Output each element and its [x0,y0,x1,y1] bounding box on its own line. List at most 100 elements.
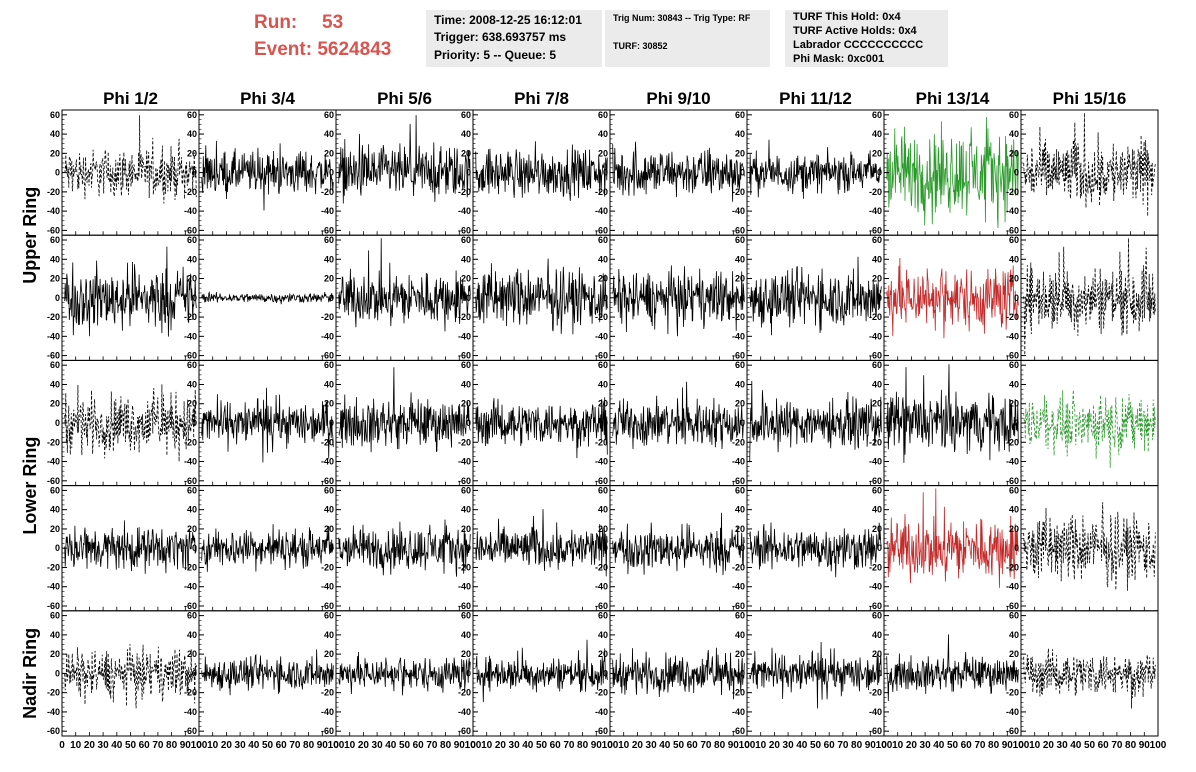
y-tick-label-r3-c4-20: 20 [461,399,471,409]
y-tick-label-r3-c8--20: -20 [1006,437,1019,447]
y-tick-label-r5-c1--40: -40 [47,707,60,717]
x-tick-label-c8-60: 60 [1098,740,1110,751]
column-header-phi-3-4: Phi 3/4 [240,89,295,108]
y-tick-label-r5-c3-20: 20 [324,649,334,659]
y-tick-label-r2-c7--20: -20 [869,312,882,322]
y-tick-label-r4-c4-40: 40 [461,505,471,515]
x-tick-label-c2-50: 50 [262,740,274,751]
y-tick-label-r2-c2--60: -60 [184,351,197,361]
x-tick-label-c5-20: 20 [632,740,644,751]
y-tick-label-r3-c2-20: 20 [187,399,197,409]
y-tick-label-r4-c7-40: 40 [872,505,882,515]
x-tick-label-c1-30: 30 [98,740,110,751]
y-tick-label-r2-c6--60: -60 [732,351,745,361]
x-tick-label-c1-10: 10 [70,740,82,751]
x-tick-label-c5-10: 10 [618,740,630,751]
y-tick-label-r4-c1-0: 0 [55,543,60,553]
y-tick-label-r5-c4-60: 60 [461,611,471,621]
y-tick-label-r4-c1-60: 60 [50,485,60,495]
y-tick-label-r5-c3--40: -40 [321,707,334,717]
y-tick-label-r1-c3-40: 40 [324,129,334,139]
x-tick-label-c7-50: 50 [947,740,959,751]
waveform-trace-r1-c2 [201,140,334,211]
y-tick-label-r2-c1-40: 40 [50,254,60,264]
y-tick-label-r4-c4--20: -20 [458,562,471,572]
run-value: 53 [322,12,344,33]
x-tick-label-c1-60: 60 [139,740,151,751]
y-tick-label-r3-c1-20: 20 [50,399,60,409]
x-tick-label-c7-90: 90 [1002,740,1014,751]
y-tick-label-r1-c5-40: 40 [598,129,608,139]
y-tick-label-r2-c3-60: 60 [324,235,334,245]
y-tick-label-r3-c6--60: -60 [732,476,745,486]
y-tick-label-r4-c2-20: 20 [187,524,197,534]
y-tick-label-r2-c3-40: 40 [324,254,334,264]
x-tick-label-c1-90: 90 [180,740,192,751]
y-tick-label-r2-c7--40: -40 [869,331,882,341]
y-tick-label-r2-c2--20: -20 [184,312,197,322]
y-tick-label-r5-c5-20: 20 [598,649,608,659]
x-tick-label-c3-30: 30 [372,740,384,751]
y-tick-label-r3-c1--20: -20 [47,437,60,447]
y-tick-label-r5-c6-40: 40 [735,630,745,640]
y-tick-label-r5-c7-20: 20 [872,649,882,659]
y-tick-label-r2-c3-0: 0 [329,293,334,303]
event-value: 5624843 [317,39,392,60]
y-tick-label-r3-c5--20: -20 [595,437,608,447]
column-header-phi-5-6: Phi 5/6 [377,89,432,108]
row-label-lower-ring: Lower Ring [20,437,40,535]
y-tick-label-r4-c4-60: 60 [461,485,471,495]
y-tick-label-r4-c3--20: -20 [321,562,334,572]
y-tick-label-r5-c6--40: -40 [732,707,745,717]
y-tick-label-r5-c7--40: -40 [869,707,882,717]
y-tick-label-r4-c4-0: 0 [466,543,471,553]
y-tick-label-r4-c6--20: -20 [732,562,745,572]
x-tick-label-c1-100: 100 [191,740,208,751]
y-tick-label-r3-c2--20: -20 [184,437,197,447]
y-tick-label-r5-c7--60: -60 [869,726,882,736]
waveform-trace-r3-c6 [749,380,882,463]
y-tick-label-r5-c1--60: -60 [47,726,60,736]
y-tick-label-r4-c6-60: 60 [735,485,745,495]
y-tick-label-r1-c2-60: 60 [187,110,197,120]
x-tick-label-c2-0: 0 [196,740,202,751]
y-tick-label-r1-c4-20: 20 [461,148,471,158]
waveform-trace-r3-c5 [612,381,745,450]
y-tick-label-r1-c4--40: -40 [458,206,471,216]
y-tick-label-r5-c5--20: -20 [595,688,608,698]
y-tick-label-r5-c6-20: 20 [735,649,745,659]
x-tick-label-c5-30: 30 [646,740,658,751]
y-tick-label-r5-c8--40: -40 [1006,707,1019,717]
y-tick-label-r1-c5-0: 0 [603,168,608,178]
y-tick-label-r3-c6--20: -20 [732,437,745,447]
y-tick-label-r4-c1--60: -60 [47,601,60,611]
y-tick-label-r2-c7-60: 60 [872,235,882,245]
x-tick-label-c6-10: 10 [755,740,767,751]
event-readout: Event: 5624843 [254,39,391,61]
y-tick-label-r1-c3--20: -20 [321,187,334,197]
y-tick-label-r5-c2-0: 0 [192,668,197,678]
waveform-trace-r1-c5 [612,141,745,202]
y-tick-label-r1-c8--40: -40 [1006,206,1019,216]
column-header-phi-13-14: Phi 13/14 [916,89,990,108]
y-tick-label-r4-c8-60: 60 [1009,485,1019,495]
x-tick-label-c4-0: 0 [470,740,476,751]
x-tick-label-c8-70: 70 [1111,740,1123,751]
y-tick-label-r3-c4-40: 40 [461,379,471,389]
y-tick-label-r2-c5--20: -20 [595,312,608,322]
y-tick-label-r5-c8-0: 0 [1014,668,1019,678]
x-tick-label-c2-70: 70 [289,740,301,751]
y-tick-label-r3-c4--20: -20 [458,437,471,447]
x-tick-label-c2-90: 90 [317,740,329,751]
y-tick-label-r3-c7--40: -40 [869,457,882,467]
y-tick-label-r3-c1-0: 0 [55,418,60,428]
x-tick-label-c6-90: 90 [865,740,877,751]
row-label-nadir-ring: Nadir Ring [20,628,40,719]
y-tick-label-r4-c4--60: -60 [458,601,471,611]
y-tick-label-r2-c8--40: -40 [1006,331,1019,341]
turf-line: TURF: 30852 [613,41,668,51]
y-tick-label-r2-c5-40: 40 [598,254,608,264]
x-tick-label-c1-70: 70 [152,740,164,751]
x-tick-label-c2-100: 100 [328,740,345,751]
